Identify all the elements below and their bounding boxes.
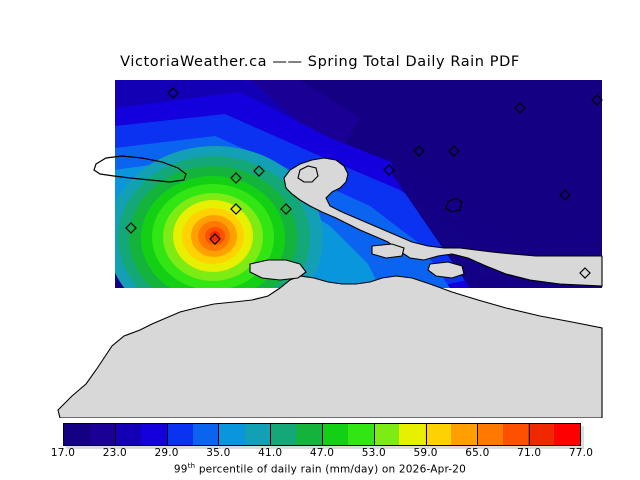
colorbar-tick-label: 71.0 [517, 447, 542, 459]
colorbar-divider [477, 423, 479, 446]
colorbar-tick-label: 23.0 [102, 447, 127, 459]
colorbar-divider [373, 423, 375, 446]
colorbar-segment-11 [347, 424, 374, 445]
colorbar-segment-1 [89, 424, 116, 445]
colorbar-segment-18 [528, 424, 555, 445]
colorbar-tick-labels: 17.0 23.0 29.0 35.0 41.0 47.0 53.0 59.0 65.0 71.0… [0, 447, 640, 461]
colorbar-tick-label: 47.0 [309, 447, 335, 459]
land-layer [57, 155, 603, 418]
station-diamond[interactable] [230, 172, 242, 184]
colorbar-segment-13 [399, 424, 426, 445]
colorbar-segment-16 [476, 424, 503, 445]
colorbar-segment-15 [450, 424, 477, 445]
colorbar-segment-8 [270, 424, 297, 445]
colorbar-tick-label: 35.0 [206, 447, 231, 459]
colorbar-segment-9 [296, 424, 322, 445]
contour-field [115, 80, 602, 288]
station-diamond[interactable] [209, 233, 221, 245]
colorbar-segment-14 [425, 424, 451, 445]
page-title: VictoriaWeather.ca —— Spring Total Daily… [120, 54, 520, 70]
colorbar-divider [529, 423, 531, 446]
caption-rest: percentile of daily rain (mm/day) on 202… [195, 463, 467, 476]
station-diamond[interactable] [125, 222, 137, 234]
map-panel[interactable] [0, 78, 640, 418]
station-diamond[interactable] [591, 94, 603, 106]
colorbar-caption: 99th percentile of daily rain (mm/day) o… [0, 462, 640, 476]
colorbar-divider [425, 423, 427, 446]
colorbar-tick-label: 29.0 [154, 447, 179, 459]
map-figure[interactable] [0, 78, 640, 418]
station-diamond[interactable] [559, 189, 571, 201]
colorbar-segment-2 [115, 424, 142, 445]
colorbar-tick-label: 77.0 [568, 447, 594, 459]
colorbar-segment-3 [141, 424, 168, 445]
colorbar-divider [270, 423, 272, 446]
station-diamond[interactable] [253, 165, 265, 177]
colorbar-tick-label: 53.0 [361, 447, 386, 459]
station-diamond[interactable] [514, 102, 526, 114]
colorbar-segment-6 [218, 424, 245, 445]
colorbar-segment-7 [244, 424, 271, 445]
colorbar-tick-label: 17.0 [50, 447, 76, 459]
colorbar-segment-19 [554, 424, 580, 445]
station-diamond[interactable] [230, 203, 242, 215]
caption-prefix: 99 [173, 463, 188, 476]
colorbar-divider [114, 423, 116, 446]
colorbar-tick-label: 65.0 [465, 447, 490, 459]
colorbar-segment-12 [373, 424, 400, 445]
colorbar-segment-0 [64, 424, 90, 445]
colorbar-segment-17 [502, 424, 529, 445]
colorbar-panel: 17.0 23.0 29.0 35.0 41.0 47.0 53.0 59.0 65.0 71.0… [0, 420, 640, 480]
caption-superscript: th [187, 462, 196, 470]
colorbar-tick-label: 41.0 [258, 447, 283, 459]
station-diamond[interactable] [579, 267, 591, 279]
colorbar-segment-5 [192, 424, 219, 445]
station-diamond[interactable] [413, 145, 425, 157]
station-diamond[interactable] [448, 145, 460, 157]
colorbar-tick-label: 59.0 [413, 447, 438, 459]
colorbar-divider [322, 423, 323, 446]
station-diamond[interactable] [280, 203, 292, 215]
colorbar[interactable] [63, 423, 581, 446]
colorbar-segment-4 [167, 424, 193, 445]
colorbar-divider [218, 423, 220, 446]
station-diamond[interactable] [383, 164, 395, 176]
station-markers[interactable] [125, 87, 603, 279]
colorbar-divider [166, 423, 168, 446]
station-diamond[interactable] [167, 87, 179, 99]
colorbar-segment-10 [321, 424, 348, 445]
